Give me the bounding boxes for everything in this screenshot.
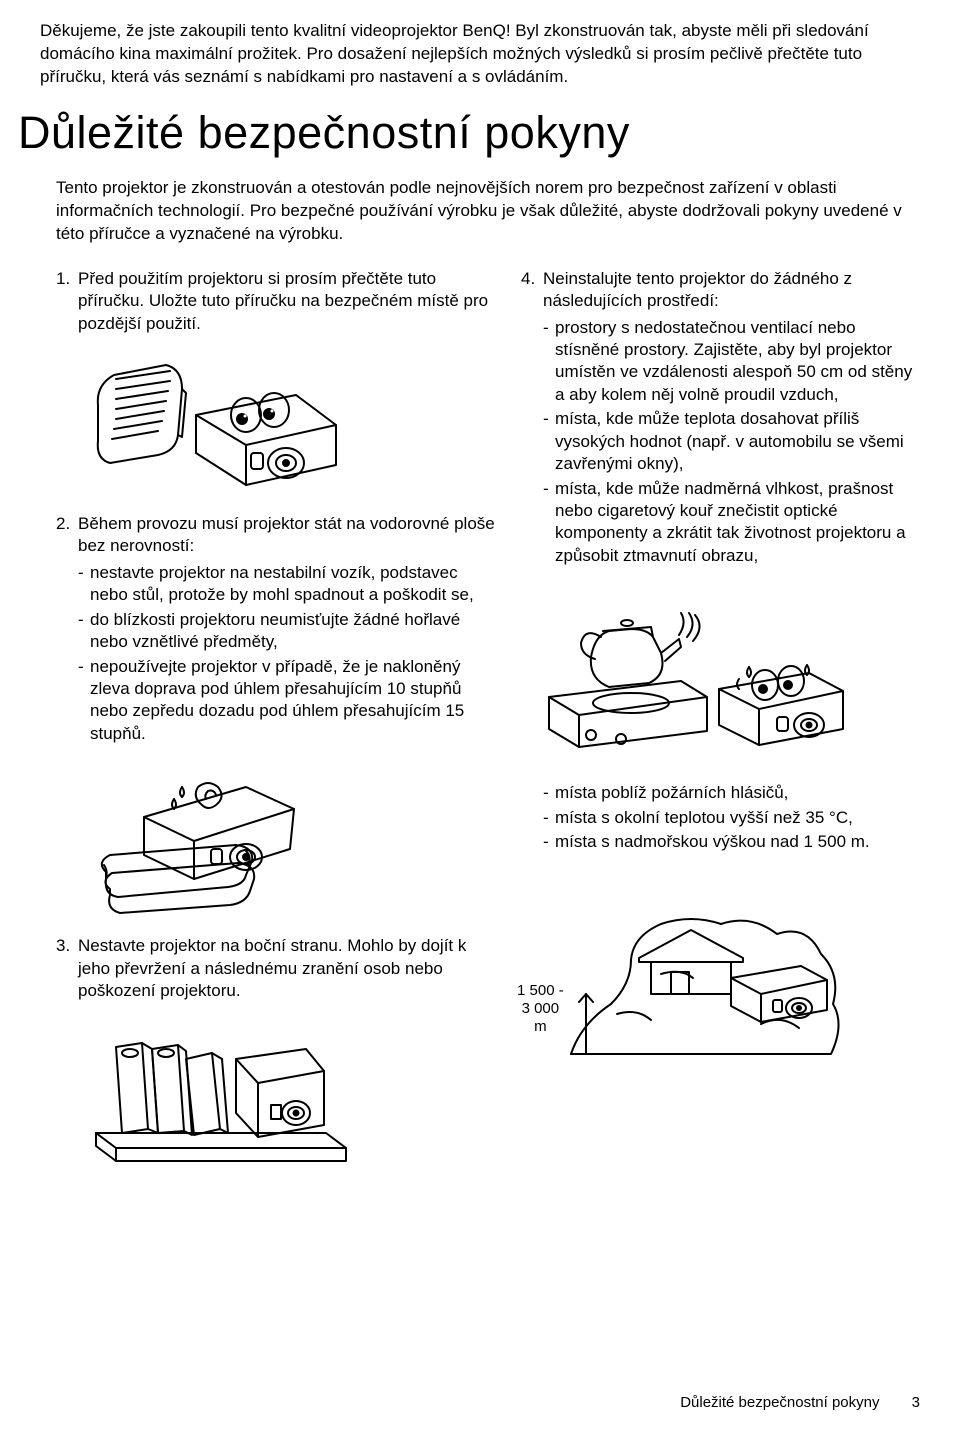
intro-paragraph: Děkujeme, že jste zakoupili tento kvalit… [40, 20, 920, 89]
sub-item: místa poblíž požárních hlásičů, [555, 782, 920, 804]
altitude-label: 1 500 - 3 000 m [517, 982, 564, 1036]
illustration-unstable-surface [86, 757, 316, 917]
sub-item: místa, kde může nadměrná vlhkost, prašno… [555, 478, 920, 568]
item-text: Během provozu musí projektor stát na vod… [78, 514, 495, 555]
item-text: Nestavte projektor na boční stranu. Mohl… [78, 935, 497, 1002]
item-number: 4. [521, 268, 543, 570]
item-number: 3. [56, 935, 78, 1002]
item-number: 2. [56, 513, 78, 747]
two-column-layout: 1. Před použitím projektoru si prosím př… [56, 268, 920, 1211]
right-column: 4. Neinstalujte tento projektor do žádné… [521, 268, 920, 1211]
item-text: Před použitím projektoru si prosím přečt… [78, 268, 497, 335]
illustration-read-manual [86, 345, 346, 495]
sub-item: místa s okolní teplotou vyšší než 35 °C, [555, 807, 920, 829]
instruction-4: 4. Neinstalujte tento projektor do žádné… [521, 268, 920, 570]
sub-item: místa, kde může teplota dosahovat příliš… [555, 408, 920, 475]
sub-item: nepoužívejte projektor v případě, že je … [90, 656, 497, 746]
sub-item: prostory s nedostatečnou ventilací nebo … [555, 317, 920, 407]
instruction-2: 2. Během provozu musí projektor stát na … [56, 513, 497, 747]
sub-item: místa s nadmořskou výškou nad 1 500 m. [555, 831, 920, 853]
illustration-altitude [521, 864, 851, 1074]
sub-item: do blízkosti projektoru neumisťujte žádn… [90, 609, 497, 654]
sub-item: nestavte projektor na nestabilní vozík, … [90, 562, 497, 607]
illustration-heat-humidity [531, 579, 851, 764]
item-text: Neinstalujte tento projektor do žádného … [543, 269, 852, 310]
sub-intro-paragraph: Tento projektor je zkonstruován a otesto… [56, 177, 920, 246]
footer-section-title: Důležité bezpečnostní pokyny [680, 1394, 879, 1411]
item-number: 1. [56, 268, 78, 335]
page-number: 3 [912, 1394, 920, 1411]
illustration-side-placement [86, 1013, 356, 1193]
page-title: Důležité bezpečnostní pokyny [18, 107, 920, 159]
instruction-1: 1. Před použitím projektoru si prosím př… [56, 268, 497, 335]
instruction-3: 3. Nestavte projektor na boční stranu. M… [56, 935, 497, 1002]
left-column: 1. Před použitím projektoru si prosím př… [56, 268, 497, 1211]
page-footer: Důležité bezpečnostní pokyny 3 [680, 1394, 920, 1411]
